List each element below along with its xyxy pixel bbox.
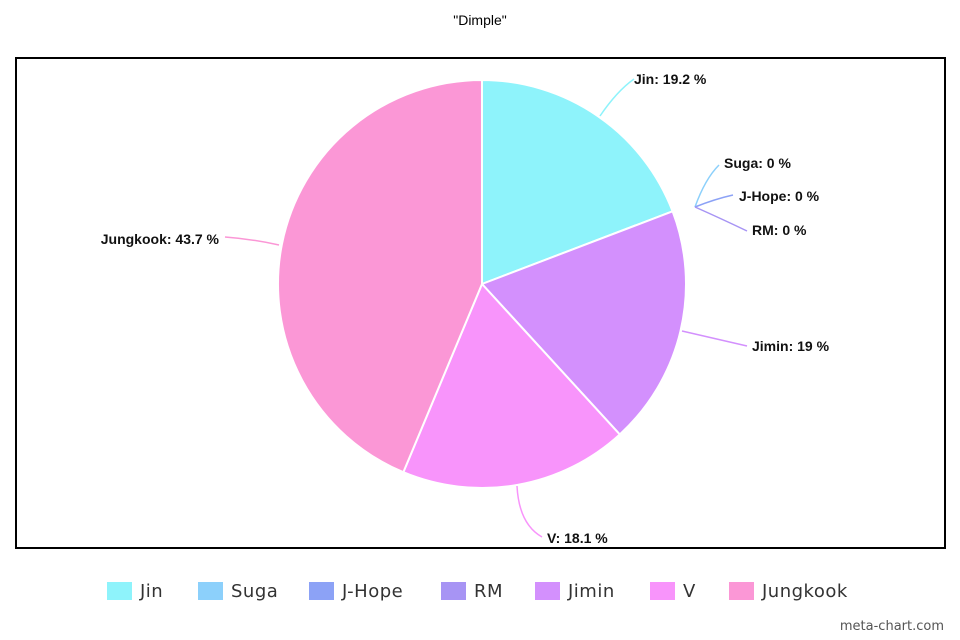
legend-label-v: V	[683, 580, 696, 602]
legend-swatch-jungkook	[729, 582, 754, 600]
legend-swatch-suga	[198, 582, 223, 600]
slice-label-jin: Jin: 19.2 %	[634, 71, 707, 87]
pie-chart: Jin: 19.2 % Suga: 0 % J-Hope: 0 % RM: 0 % Ji…	[101, 71, 830, 546]
leader-line-suga	[694, 164, 720, 208]
legend: Jin Suga J-Hope RM Jimin V Jungkook	[0, 578, 960, 604]
legend-label-j-hope: J-Hope	[342, 580, 404, 602]
slice-label-j-hope: J-Hope: 0 %	[739, 188, 820, 204]
legend-item-rm[interactable]: RM	[441, 578, 503, 604]
chart-title: "Dimple"	[453, 12, 507, 28]
pie-slice-jungkook[interactable]	[277, 78, 483, 474]
pie-slice-v[interactable]	[402, 282, 622, 490]
legend-label-jin: Jin	[140, 580, 164, 602]
legend-item-v[interactable]: V	[650, 578, 696, 604]
slice-label-rm: RM: 0 %	[752, 222, 807, 238]
leader-line-j-hope	[694, 194, 734, 208]
leader-line-rm	[694, 206, 748, 232]
legend-swatch-j-hope	[309, 582, 334, 600]
slice-label-v: V: 18.1 %	[547, 530, 608, 546]
legend-label-jimin: Jimin	[568, 580, 615, 602]
legend-item-j-hope[interactable]: J-Hope	[309, 578, 403, 604]
legend-item-jin[interactable]: Jin	[107, 578, 163, 604]
slice-label-jungkook: Jungkook: 43.7 %	[101, 231, 220, 247]
pie-slice-jin[interactable]	[481, 78, 674, 286]
slice-label-jimin: Jimin: 19 %	[752, 338, 830, 354]
leader-line-jimin	[681, 330, 748, 347]
slice-label-suga: Suga: 0 %	[724, 155, 791, 171]
pie-slice-jimin[interactable]	[480, 209, 687, 436]
legend-swatch-v	[650, 582, 675, 600]
leader-line-v	[516, 485, 543, 538]
legend-swatch-rm	[441, 582, 466, 600]
legend-item-jimin[interactable]: Jimin	[535, 578, 615, 604]
chart-frame: Jin: 19.2 % Suga: 0 % J-Hope: 0 % RM: 0 % Ji…	[15, 57, 946, 549]
leader-line-jin	[599, 78, 635, 117]
legend-item-jungkook[interactable]: Jungkook	[729, 578, 848, 604]
legend-label-jungkook: Jungkook	[762, 580, 848, 602]
watermark-text: meta-chart.com	[839, 619, 944, 634]
legend-label-suga: Suga	[231, 580, 279, 602]
legend-item-suga[interactable]: Suga	[198, 578, 278, 604]
legend-swatch-jimin	[535, 582, 560, 600]
leader-line-jungkook	[224, 236, 280, 246]
legend-label-rm: RM	[474, 580, 504, 602]
legend-swatch-jin	[107, 582, 132, 600]
